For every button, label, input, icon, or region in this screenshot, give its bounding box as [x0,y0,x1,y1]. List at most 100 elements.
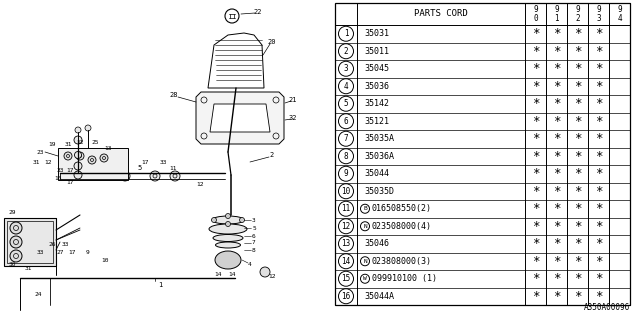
Text: *: * [532,80,540,93]
Text: 27: 27 [56,251,64,255]
Text: *: * [532,255,540,268]
Text: *: * [595,167,602,180]
Text: N: N [363,224,367,229]
Text: 14: 14 [341,257,351,266]
Text: *: * [595,255,602,268]
Bar [7,221,53,263]
Text: *: * [532,167,540,180]
Circle shape [170,171,180,181]
Text: *: * [553,27,560,40]
Text: 16: 16 [341,292,351,301]
Text: *: * [532,115,540,128]
Text: *: * [573,220,581,233]
Text: 12: 12 [76,140,84,146]
Text: *: * [553,80,560,93]
Text: 35031: 35031 [364,29,389,38]
Text: 1: 1 [158,282,162,288]
Circle shape [100,154,108,162]
Text: 016508550(2): 016508550(2) [372,204,432,213]
Text: 14: 14 [228,273,236,277]
Text: 5: 5 [344,99,348,108]
Text: *: * [553,185,560,198]
Text: *: * [532,27,540,40]
Circle shape [10,222,22,234]
Text: N: N [363,259,367,264]
Text: 33: 33 [159,159,167,164]
Text: *: * [532,97,540,110]
Text: 7: 7 [252,241,256,245]
Circle shape [88,156,96,164]
Text: *: * [595,290,602,303]
Text: *: * [595,202,602,215]
Circle shape [74,162,82,170]
Text: 29: 29 [8,211,16,215]
Text: 14: 14 [214,273,221,277]
Ellipse shape [209,224,247,234]
Text: *: * [595,27,602,40]
Text: 4: 4 [344,82,348,91]
Text: *: * [573,290,581,303]
Text: *: * [573,150,581,163]
Text: *: * [553,150,560,163]
Text: 13: 13 [341,239,351,248]
Text: 33: 33 [36,250,44,254]
Text: 35046: 35046 [364,239,389,248]
Text: 35036A: 35036A [364,152,394,161]
Text: 9
0: 9 0 [533,5,538,23]
Text: *: * [573,272,581,285]
Polygon shape [58,148,128,180]
Text: 023808000(3): 023808000(3) [372,257,432,266]
Text: *: * [573,167,581,180]
Text: 10: 10 [341,187,351,196]
Circle shape [85,125,91,131]
Text: 9
3: 9 3 [596,5,601,23]
Text: 3: 3 [344,64,348,73]
Text: *: * [595,132,602,145]
Text: *: * [553,62,560,75]
Text: 13: 13 [104,146,112,150]
Bar [4,218,56,266]
Text: 3: 3 [252,218,256,222]
Text: 17: 17 [67,180,74,185]
Text: 9: 9 [344,169,348,178]
Ellipse shape [212,216,244,224]
Text: *: * [595,237,602,250]
Text: 12: 12 [341,222,351,231]
Text: *: * [573,132,581,145]
Text: *: * [595,97,602,110]
Text: *: * [532,220,540,233]
Circle shape [120,171,130,181]
Text: 17: 17 [68,250,76,254]
Text: 26: 26 [48,243,56,247]
Text: 31: 31 [24,266,32,270]
Text: *: * [553,167,560,180]
Text: 35142: 35142 [364,99,389,108]
Text: 35045: 35045 [364,64,389,73]
Text: 33: 33 [61,243,68,247]
Circle shape [260,267,270,277]
Circle shape [75,127,81,133]
Circle shape [64,152,72,160]
Circle shape [76,152,84,160]
Text: 21: 21 [289,97,297,103]
Circle shape [10,236,22,248]
Text: PARTS CORD: PARTS CORD [414,10,468,19]
Circle shape [74,171,82,179]
Text: 6: 6 [344,117,348,126]
Text: *: * [532,62,540,75]
Text: *: * [595,150,602,163]
Text: *: * [573,202,581,215]
Text: 11: 11 [169,165,177,171]
Text: 9
1: 9 1 [554,5,559,23]
Text: *: * [595,272,602,285]
Text: *: * [553,132,560,145]
Text: 35035D: 35035D [364,187,394,196]
Text: *: * [532,185,540,198]
Text: 35035A: 35035A [364,134,394,143]
Text: 35121: 35121 [364,117,389,126]
Circle shape [225,221,230,227]
Text: 23: 23 [36,149,44,155]
Text: 35011: 35011 [364,47,389,56]
Text: 1: 1 [344,29,348,38]
Ellipse shape [213,235,243,242]
